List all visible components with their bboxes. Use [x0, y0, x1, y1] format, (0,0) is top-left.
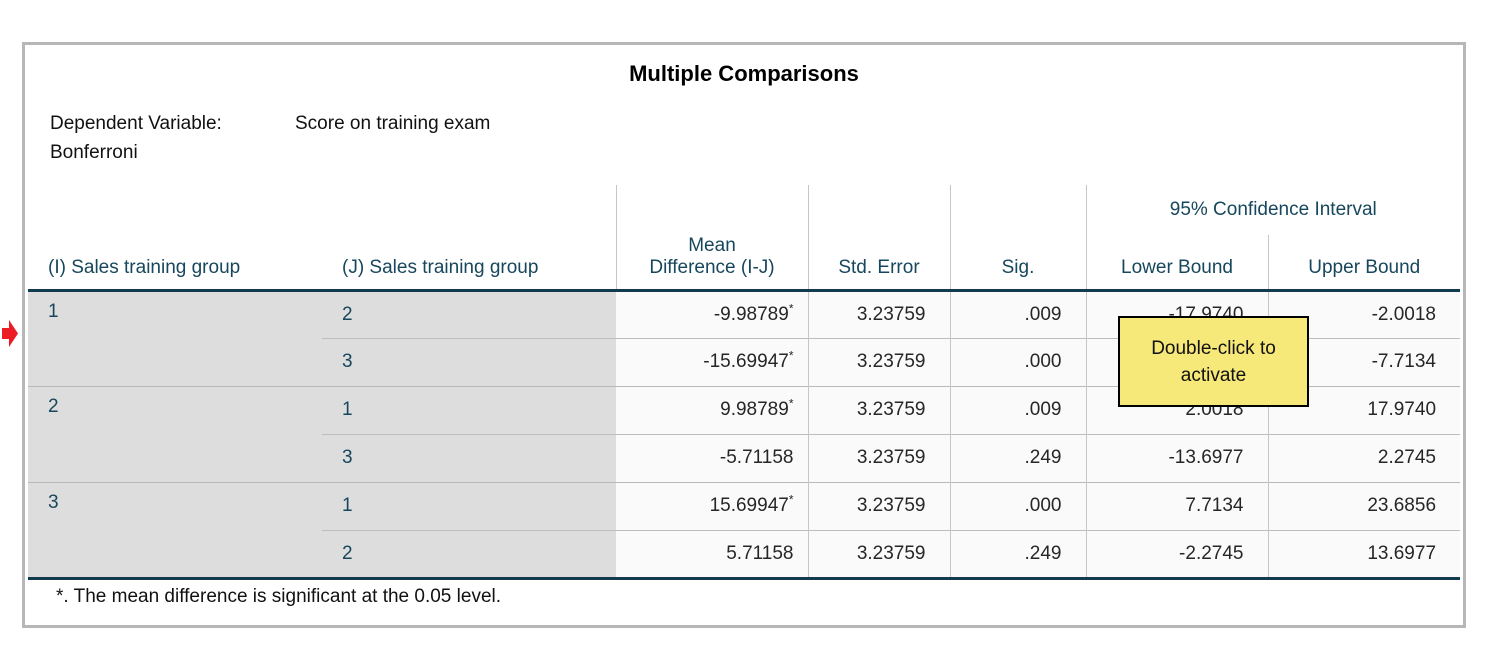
column-header-mean-difference: Mean Difference (I-J): [615, 185, 808, 292]
significance-asterisk: *: [788, 492, 794, 507]
j-group-cell: 3: [322, 337, 616, 386]
std-error-cell: 3.23759: [807, 529, 950, 580]
double-click-tooltip: Double-click to activate: [1118, 316, 1309, 407]
i-group-cell: 1: [28, 289, 322, 386]
column-header-j-group: (J) Sales training group: [322, 185, 616, 292]
mean-difference-cell: 15.69947*: [616, 481, 808, 530]
sig-cell: .249: [949, 433, 1086, 482]
i-group-cell: 3: [28, 481, 322, 580]
table-header: (I) Sales training group (J) Sales train…: [28, 185, 1461, 292]
lower-bound-cell: 7.7134: [1085, 481, 1268, 530]
table-row: 1 2 -9.98789* 3.23759.009 -17.9740 -2.0018: [28, 289, 1461, 386]
column-header-upper-bound: Upper Bound: [1267, 235, 1461, 292]
j-group-cell: 3: [322, 433, 616, 482]
significance-footnote: *. The mean difference is significant at…: [56, 586, 502, 607]
upper-bound-cell: 13.6977: [1267, 529, 1461, 580]
j-group-cell: 1: [322, 385, 616, 434]
red-pointer-arrow-icon: [2, 320, 18, 347]
sig-cell: .009: [949, 385, 1086, 434]
i-group-cell: 2: [28, 385, 322, 482]
sig-cell: .000: [949, 481, 1086, 530]
column-header-sig: Sig.: [949, 185, 1086, 292]
table-title: Multiple Comparisons: [629, 61, 859, 86]
table-row: 2 5.71158 3.23759.249 -2.2745 13.6977: [28, 529, 1461, 580]
comparisons-table: (I) Sales training group (J) Sales train…: [28, 185, 1461, 580]
j-group-cell: 1: [322, 481, 616, 530]
column-header-std-error: Std. Error: [807, 185, 950, 292]
sig-cell: .000: [949, 337, 1086, 386]
mean-difference-cell: -9.98789*: [616, 289, 808, 338]
dependent-variable-value: Score on training exam: [295, 113, 491, 134]
column-header-i-group: (I) Sales training group: [28, 185, 322, 292]
dependent-variable-label: Dependent Variable:: [50, 113, 222, 134]
lower-bound-cell: -13.6977: [1085, 433, 1268, 482]
table-body: 1 2 -9.98789* 3.23759.009 -17.9740 -2.0018 3 -1…: [28, 289, 1461, 580]
tooltip-line-1: Double-click to: [1151, 337, 1276, 359]
significance-asterisk: *: [788, 301, 794, 316]
significance-asterisk: *: [788, 348, 794, 363]
sig-cell: .009: [949, 289, 1086, 338]
std-error-cell: 3.23759: [807, 385, 950, 434]
pivot-table-output[interactable]: Multiple Comparisons Dependent Variable:…: [22, 42, 1466, 628]
column-header-lower-bound: Lower Bound: [1085, 235, 1268, 292]
upper-bound-cell: 23.6856: [1267, 481, 1461, 530]
significance-asterisk: *: [788, 396, 794, 411]
table-row: 3 -5.71158 3.23759.249 -13.6977 2.2745: [28, 433, 1461, 482]
j-group-cell: 2: [322, 529, 616, 580]
std-error-cell: 3.23759: [807, 337, 950, 386]
method-label: Bonferroni: [50, 142, 138, 163]
column-header-confidence-interval: 95% Confidence Interval: [1085, 185, 1461, 235]
upper-bound-cell: 2.2745: [1267, 433, 1461, 482]
tooltip-line-2: activate: [1180, 364, 1247, 386]
j-group-cell: 2: [322, 289, 616, 338]
lower-bound-cell: -2.2745: [1085, 529, 1268, 580]
upper-bound-cell: -2.0018: [1267, 289, 1461, 338]
table-row: 3 1 15.69947* 3.23759.000 7.7134 23.6856: [28, 481, 1461, 580]
std-error-cell: 3.23759: [807, 481, 950, 530]
mean-difference-cell: 9.98789*: [616, 385, 808, 434]
mean-difference-cell: -5.71158: [616, 433, 808, 482]
std-error-cell: 3.23759: [807, 289, 950, 338]
std-error-cell: 3.23759: [807, 433, 950, 482]
dependent-variable-line: Dependent Variable: Score on training exa…: [50, 113, 490, 135]
mean-difference-cell: -15.69947*: [616, 337, 808, 386]
sig-cell: .249: [949, 529, 1086, 580]
mean-difference-cell: 5.71158: [616, 529, 808, 580]
